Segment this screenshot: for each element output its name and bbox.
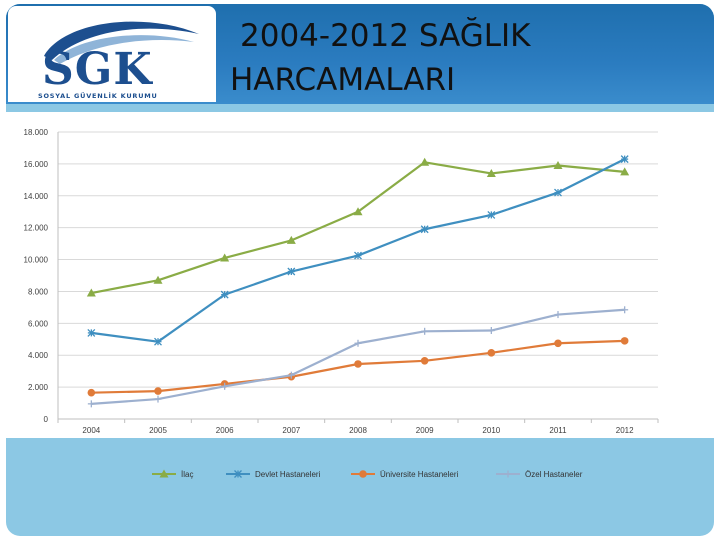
y-tick-label: 0	[44, 415, 49, 424]
data-point-star	[420, 225, 429, 234]
logo-subtitle: SOSYAL GÜVENLİK KURUMU	[38, 92, 158, 100]
y-tick-label: 18.000	[24, 128, 49, 137]
data-point-circle	[154, 387, 162, 395]
data-point-triangle	[220, 253, 230, 262]
data-point-triangle	[486, 168, 496, 177]
x-tick-label: 2004	[82, 426, 100, 435]
y-tick-label: 6.000	[28, 319, 49, 328]
sgk-logo: SGK SOSYAL GÜVENLİK KURUMU	[8, 6, 216, 102]
data-point-plus	[621, 306, 629, 314]
data-point-circle	[359, 470, 367, 478]
series-line-1	[91, 158, 626, 343]
logo-swoosh-icon	[44, 21, 199, 64]
data-point-plus	[487, 327, 495, 335]
data-point-circle	[554, 339, 562, 348]
x-tick-label: 2009	[416, 426, 434, 435]
x-tick-label: 2008	[349, 426, 367, 435]
data-point-star-stroke	[154, 337, 162, 346]
legend-label: İlaç	[181, 470, 193, 479]
data-point-plus	[287, 371, 295, 379]
data-point-star	[234, 470, 242, 478]
data-point-plus	[154, 395, 162, 403]
data-point-plus	[554, 311, 562, 319]
data-point-star-stroke	[554, 188, 562, 197]
data-point-triangle	[159, 469, 169, 478]
data-point-star	[620, 155, 629, 164]
data-point-star-stroke	[87, 328, 96, 337]
data-point-plus	[87, 400, 95, 408]
data-point-star	[154, 337, 162, 346]
data-point-triangle	[553, 160, 563, 169]
data-point-plus	[421, 327, 429, 335]
data-point-star-stroke	[287, 267, 296, 276]
data-point-star	[87, 328, 96, 337]
chart-legend: İlaç Devlet Hastaneleri Üniversite Hastane…	[152, 469, 583, 479]
y-tick-label: 8.000	[28, 287, 49, 296]
data-point-triangle	[353, 207, 363, 216]
logo-text: SGK	[42, 44, 153, 95]
legend-label: Üniversite Hastaneleri	[380, 470, 458, 479]
x-tick-label: 2012	[616, 426, 634, 435]
data-point-triangle	[286, 235, 296, 244]
data-point-triangle	[420, 157, 430, 166]
data-point-star-stroke	[220, 290, 229, 299]
data-point-star-stroke	[420, 225, 429, 234]
y-tick-label: 4.000	[28, 351, 49, 360]
data-point-star-stroke	[487, 210, 496, 219]
x-tick-label: 2005	[149, 426, 167, 435]
page-title-line1: 2004-2012 SAĞLIK	[240, 18, 531, 54]
chart-panel: 0 2.000 4.000 6.000 8.000 10.000 12.000 14.000 1…	[6, 112, 714, 446]
data-point-circle	[620, 337, 629, 345]
data-point-triangle	[153, 275, 163, 284]
y-tick-label: 14.000	[24, 192, 49, 201]
data-point-triangle	[86, 288, 96, 297]
data-point-star-stroke	[620, 155, 629, 164]
page-title-line2: HARCAMALARI	[230, 62, 456, 98]
data-point-triangle	[620, 167, 630, 176]
x-tick-label: 2006	[216, 426, 234, 435]
x-tick-label: 2007	[282, 426, 300, 435]
line-chart: 0 2.000 4.000 6.000 8.000 10.000 12.000 14.000 1…	[24, 128, 659, 446]
data-point-star	[220, 290, 229, 299]
data-point-circle	[420, 357, 429, 365]
y-tick-label: 12.000	[24, 224, 49, 233]
data-point-circle	[354, 360, 362, 368]
data-point-star-stroke	[354, 251, 362, 260]
chart-legend-area: İlaç Devlet Hastaneleri Üniversite Hastane…	[6, 438, 714, 536]
data-point-plus	[504, 470, 512, 478]
y-tick-label: 16.000	[24, 160, 49, 169]
data-point-plus	[354, 339, 362, 347]
data-point-star	[554, 188, 562, 197]
page-title: 2004-2012 SAĞLIK HARCAMALARI	[230, 14, 700, 102]
data-point-star	[487, 210, 496, 219]
legend-label: Özel Hastaneler	[525, 470, 583, 479]
data-point-star	[287, 267, 296, 276]
y-tick-label: 2.000	[28, 383, 49, 392]
x-tick-label: 2011	[549, 426, 567, 435]
x-tick-label: 2010	[482, 426, 500, 435]
data-point-plus	[221, 382, 229, 390]
data-point-star	[354, 251, 362, 260]
data-point-circle	[487, 349, 496, 357]
legend-label: Devlet Hastaneleri	[255, 470, 321, 479]
data-point-star-stroke	[234, 470, 242, 478]
data-point-circle	[87, 388, 96, 397]
y-tick-label: 10.000	[24, 256, 49, 265]
